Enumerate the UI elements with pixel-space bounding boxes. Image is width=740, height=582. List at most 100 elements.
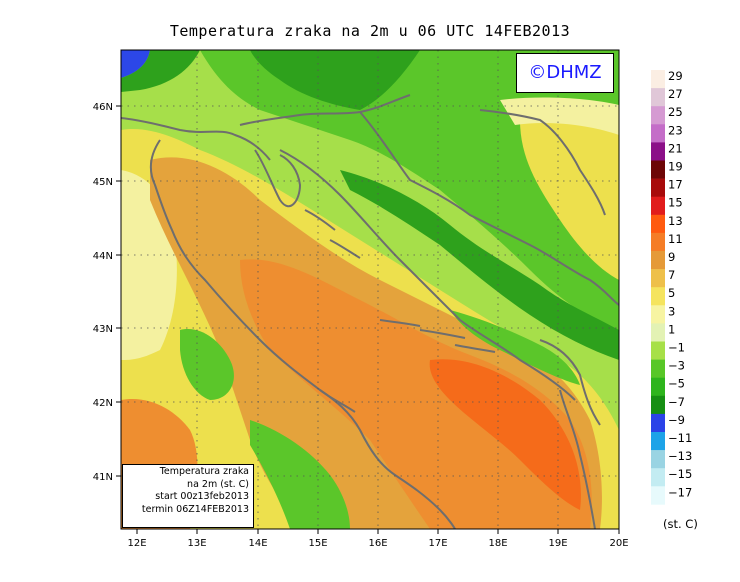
montenegro-border xyxy=(539,339,601,426)
legend-swatch xyxy=(651,413,665,433)
field-yellow-ne xyxy=(520,115,619,280)
legend-swatch xyxy=(651,124,665,143)
info-line-3: start 00z13feb2013 xyxy=(155,491,249,502)
map-frame xyxy=(120,49,620,530)
lon-label: 19E xyxy=(548,538,567,549)
albania-coast xyxy=(559,389,596,529)
legend-label: −11 xyxy=(668,431,692,445)
island-hvar xyxy=(419,329,466,339)
legend-swatch xyxy=(651,341,665,360)
legend-swatch xyxy=(651,359,665,378)
field-light-ne xyxy=(500,97,619,135)
italy-east-coast xyxy=(149,139,456,529)
lon-label: 17E xyxy=(428,538,447,549)
legend-label: −13 xyxy=(668,449,692,463)
legend-label: −3 xyxy=(668,359,685,373)
island-korcula xyxy=(454,344,496,353)
legend-swatch xyxy=(651,88,665,107)
legend-label: 1 xyxy=(668,322,675,336)
island-krk xyxy=(304,209,336,231)
lon-label: 20E xyxy=(609,538,628,549)
field-green-dark-ne xyxy=(250,50,420,110)
info-line-1: Temperatura zraka xyxy=(159,466,249,477)
legend-label: −7 xyxy=(668,395,685,409)
legend-unit: (st. C) xyxy=(663,517,698,531)
inland-border-1 xyxy=(359,111,619,306)
legend-label: 25 xyxy=(668,105,683,119)
lon-label: 15E xyxy=(308,538,327,549)
legend-swatch xyxy=(651,214,665,234)
lon-label: 18E xyxy=(488,538,507,549)
info-line-2: na 2m (st. C) xyxy=(187,478,249,490)
info-box: Temperatura zraka na 2m (st. C) start 00… xyxy=(122,464,254,528)
legend-label: −5 xyxy=(668,377,685,391)
island-pag xyxy=(329,239,361,259)
field-blue-nw xyxy=(121,50,150,78)
lat-label: 44N xyxy=(93,251,113,262)
legend-label: 9 xyxy=(668,250,675,264)
legend-swatch xyxy=(651,251,665,270)
field-orange-main xyxy=(240,259,592,529)
field-green-dark-ne2 xyxy=(340,170,619,360)
legend-label: 19 xyxy=(668,160,683,174)
axis-ticks xyxy=(116,105,620,534)
field-green-adriatic-islands xyxy=(450,310,580,385)
legend-label: 3 xyxy=(668,304,675,318)
legend-swatch xyxy=(651,323,665,342)
legend-label: −1 xyxy=(668,341,685,355)
legend-swatch xyxy=(651,232,665,252)
legend-swatch xyxy=(651,305,665,324)
field-green-central xyxy=(180,329,234,400)
gargano xyxy=(319,389,356,413)
croatian-coast xyxy=(279,149,576,401)
legend-label: 27 xyxy=(668,87,683,101)
lon-labels: 12E 13E 14E 15E 16E 17E 18E 19E 20E xyxy=(127,538,628,549)
inland-border-2 xyxy=(479,109,606,216)
legend-label: 21 xyxy=(668,141,683,155)
legend-swatch xyxy=(651,142,665,161)
legend-swatch xyxy=(651,70,665,89)
legend-label: −9 xyxy=(668,413,685,427)
lon-label: 12E xyxy=(127,538,146,549)
legend-swatch xyxy=(651,287,665,306)
lon-label: 16E xyxy=(368,538,387,549)
field-green-south xyxy=(250,420,350,529)
lat-label: 45N xyxy=(93,177,113,188)
legend-label: 15 xyxy=(668,196,683,210)
legend-swatch xyxy=(651,395,665,415)
lat-label: 46N xyxy=(93,102,113,113)
legend-label: −15 xyxy=(668,467,692,481)
map-title: Temperatura zraka na 2m u 06 UTC 14FEB20… xyxy=(169,22,571,40)
istria xyxy=(254,149,302,208)
legend-label: 23 xyxy=(668,123,683,137)
legend-swatch xyxy=(651,178,665,197)
copyright-badge: ©DHMZ xyxy=(516,53,614,93)
info-line-4: termin 06Z14FEB2013 xyxy=(141,503,249,515)
lat-labels: 46N 45N 44N 43N 42N 41N xyxy=(93,102,113,483)
legend-label: 5 xyxy=(668,286,675,300)
legend-swatch xyxy=(651,468,665,487)
legend-swatch xyxy=(651,196,665,216)
legend-label: −17 xyxy=(668,485,692,499)
coastlines xyxy=(121,94,619,529)
legend-swatch xyxy=(651,432,665,451)
field-red-orange-se xyxy=(429,359,581,510)
field-green-dark-nw xyxy=(121,50,200,92)
legend-label: 29 xyxy=(668,69,683,83)
legend-swatch xyxy=(651,160,665,179)
legend-label: 11 xyxy=(668,232,683,246)
lon-label: 14E xyxy=(248,538,267,549)
legend-swatch xyxy=(651,486,665,505)
legend-swatch xyxy=(651,450,665,469)
italy-coast-north xyxy=(121,117,271,161)
temperature-field xyxy=(121,50,619,529)
slovenia-border xyxy=(239,94,411,126)
island-brac xyxy=(379,319,421,327)
lat-label: 42N xyxy=(93,398,113,409)
lat-label: 43N xyxy=(93,324,113,335)
legend-swatch xyxy=(651,377,665,397)
legend-swatch xyxy=(651,106,665,125)
legend-label: 7 xyxy=(668,268,675,282)
lat-label: 41N xyxy=(93,472,113,483)
